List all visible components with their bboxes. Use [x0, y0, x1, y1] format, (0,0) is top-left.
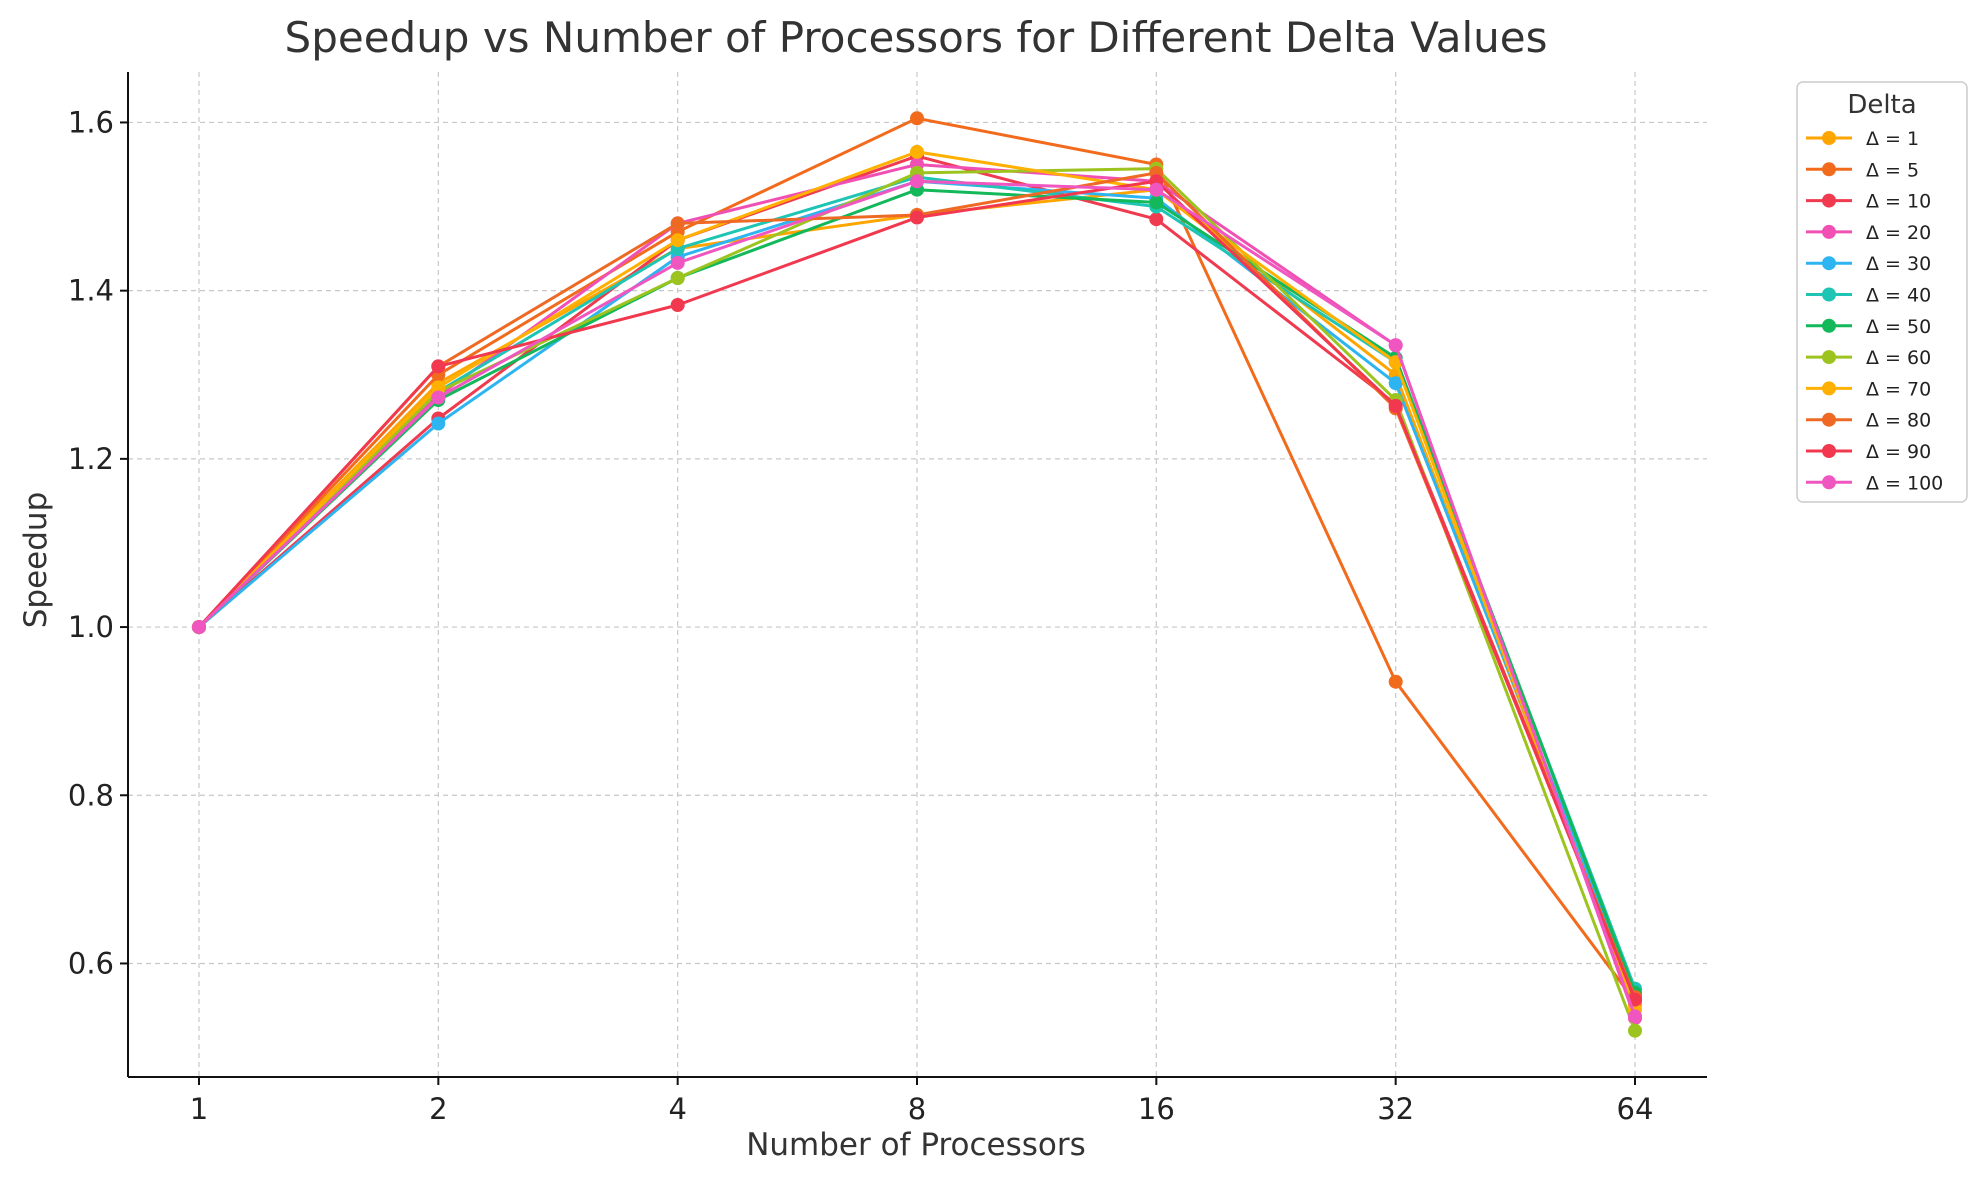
legend-marker	[1822, 256, 1836, 271]
legend-marker	[1822, 444, 1836, 458]
legend-label: Δ = 40	[1866, 285, 1931, 307]
legend-item: Δ = 60	[1806, 347, 1931, 369]
x-tick-label: 16	[1138, 1092, 1175, 1126]
data-point	[670, 233, 685, 248]
y-axis-label: Speedup	[18, 492, 54, 629]
legend-marker	[1822, 287, 1836, 302]
legend-label: Δ = 10	[1866, 191, 1931, 213]
series-8	[192, 161, 1642, 1038]
x-tick-label: 2	[429, 1092, 447, 1126]
legend-marker	[1822, 224, 1836, 239]
data-point	[1149, 212, 1164, 227]
series-lines	[192, 111, 1642, 1038]
legend-marker	[1822, 350, 1836, 365]
data-point	[431, 380, 446, 395]
legend-item: Δ = 90	[1806, 441, 1931, 463]
legend-label: Δ = 30	[1866, 253, 1931, 275]
data-point	[192, 620, 206, 635]
legend-label: Δ = 1	[1866, 128, 1919, 150]
series-12	[192, 174, 1642, 1024]
data-point	[670, 216, 685, 231]
chart-title: Speedup vs Number of Processors for Diff…	[285, 13, 1548, 62]
legend-items: Δ = 1 Δ = 5 Δ = 10 Δ = 20 Δ = 30 Δ = 40 Δ = 50…	[1806, 128, 1943, 494]
data-point	[431, 416, 446, 431]
series-6	[192, 170, 1642, 996]
data-point	[1628, 1009, 1642, 1024]
data-point	[910, 174, 924, 189]
data-point	[431, 359, 446, 374]
legend-item: Δ = 50	[1806, 316, 1931, 338]
legend-marker	[1822, 475, 1836, 490]
data-point	[910, 144, 924, 159]
legend-marker	[1822, 162, 1836, 177]
legend-marker	[1822, 381, 1836, 396]
legend-box	[1796, 81, 1968, 503]
legend-item: Δ = 100	[1806, 472, 1943, 494]
legend-item: Δ = 10	[1806, 191, 1931, 213]
data-point	[670, 255, 685, 270]
data-point	[1388, 338, 1403, 353]
legend-label: Δ = 100	[1866, 472, 1943, 494]
legend-label: Δ = 5	[1866, 159, 1919, 181]
y-tick-label: 0.6	[68, 946, 114, 980]
data-point	[910, 210, 924, 225]
x-axis-label: Number of Processors	[746, 1127, 1086, 1163]
legend-marker	[1822, 412, 1836, 427]
data-point	[910, 111, 924, 126]
data-point	[1388, 674, 1403, 689]
x-tick-label: 32	[1377, 1092, 1414, 1126]
data-point	[1628, 1023, 1642, 1038]
legend-item: Δ = 70	[1806, 378, 1931, 400]
legend-label: Δ = 20	[1866, 222, 1931, 244]
x-tick-label: 64	[1617, 1092, 1654, 1126]
legend-marker	[1822, 318, 1836, 333]
data-point	[1149, 182, 1164, 197]
data-point	[1388, 376, 1403, 391]
y-tick-label: 1.0	[68, 610, 114, 644]
series-9	[192, 144, 1642, 1017]
legend-marker	[1822, 193, 1836, 208]
legend-item: Δ = 1	[1806, 128, 1919, 150]
data-point	[1149, 195, 1164, 210]
legend-item: Δ = 20	[1806, 222, 1931, 244]
legend-marker	[1822, 131, 1836, 145]
legend-label: Δ = 60	[1866, 347, 1931, 369]
legend: Delta Δ = 1 Δ = 5 Δ = 10 Δ = 20 Δ = 30 Δ = 40…	[1796, 81, 1968, 503]
y-tick-label: 1.4	[68, 274, 114, 308]
y-tick-label: 1.6	[68, 105, 114, 139]
legend-item: Δ = 30	[1806, 253, 1931, 275]
legend-title: Delta	[1847, 90, 1916, 120]
y-tick-label: 0.8	[68, 778, 114, 812]
y-tick-label: 1.2	[68, 442, 114, 476]
data-point	[670, 271, 685, 285]
legend-label: Δ = 80	[1866, 410, 1931, 432]
legend-item: Δ = 40	[1806, 285, 1931, 307]
x-tick-label: 4	[668, 1092, 686, 1126]
x-tick-label: 8	[908, 1092, 926, 1126]
legend-label: Δ = 50	[1866, 316, 1931, 338]
x-tick-label: 1	[190, 1092, 208, 1126]
data-point	[670, 298, 685, 312]
legend-item: Δ = 80	[1806, 410, 1931, 432]
legend-label: Δ = 70	[1866, 378, 1931, 400]
legend-label: Δ = 90	[1866, 441, 1931, 463]
legend-item: Δ = 5	[1806, 159, 1919, 181]
data-point	[1388, 398, 1403, 413]
tick-labels: 1 2 4 8 16 32 64 0.6 0.8 1.0 1.2 1.4 1.6	[68, 105, 1654, 1126]
data-point	[431, 390, 446, 405]
